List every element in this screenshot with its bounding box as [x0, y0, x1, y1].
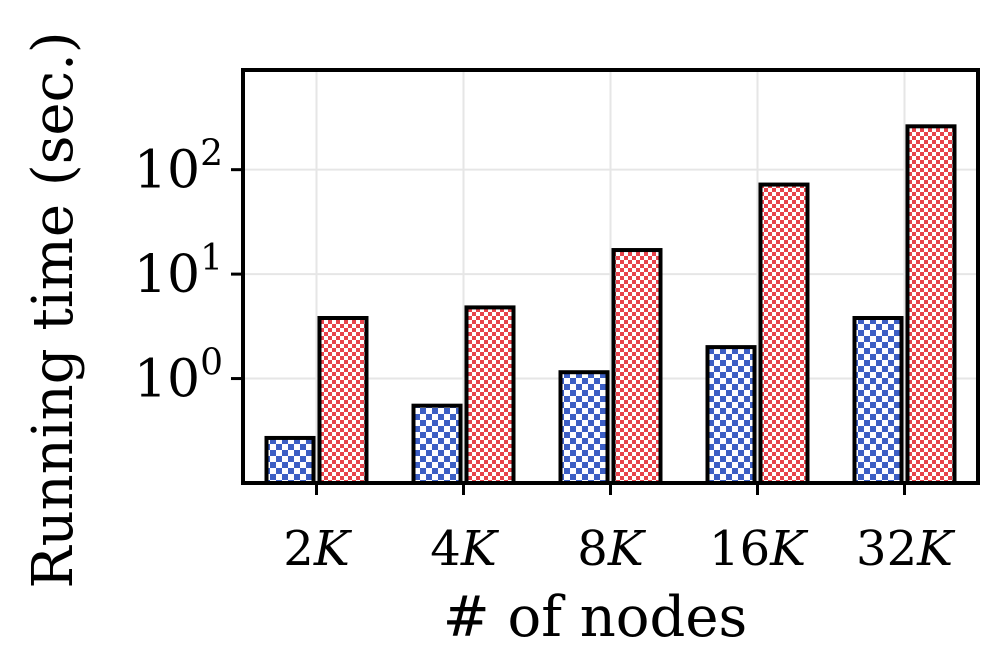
bar-series-1-8K: [558, 370, 610, 485]
y-tick-base: 10: [134, 141, 200, 201]
bar-series-1-32K: [852, 315, 904, 485]
bar-series-2-8K: [611, 248, 663, 485]
x-tick-number: 4: [430, 521, 461, 577]
x-tick-number: 32: [856, 521, 917, 577]
bars: [264, 124, 957, 486]
x-tick-number: 2: [283, 521, 314, 577]
bar-series-2-2K: [317, 315, 369, 485]
bar-series-2-16K: [758, 182, 810, 485]
bar-series-1-4K: [411, 403, 463, 485]
bar-series-1-16K: [705, 345, 757, 485]
y-axis-title: Running time (sec.): [21, 31, 86, 588]
x-tick-number: 8: [577, 521, 608, 577]
y-tick-base: 10: [134, 245, 200, 305]
x-tick-unit: K: [607, 521, 647, 577]
x-ticks: 2K 4K 8K 16K 32K: [283, 483, 956, 577]
x-tick-unit: K: [460, 521, 500, 577]
x-tick-label: 2K: [283, 521, 353, 577]
x-tick-unit: K: [313, 521, 353, 577]
y-tick-label: 100: [134, 343, 223, 410]
x-tick-label: 4K: [430, 521, 500, 577]
x-tick-number: 16: [709, 521, 770, 577]
y-tick-base: 10: [134, 350, 200, 410]
x-tick-label: 32K: [856, 521, 956, 577]
y-tick-exponent: 0: [200, 343, 223, 384]
bar-series-2-4K: [464, 305, 516, 486]
y-tick-exponent: 1: [200, 238, 223, 279]
y-tick-exponent: 2: [200, 134, 223, 175]
y-tick-label: 101: [134, 238, 223, 305]
bar-series-2-32K: [905, 124, 957, 485]
y-tick-label: 102: [134, 134, 223, 201]
x-tick-unit: K: [916, 521, 956, 577]
x-axis-title: # of nodes: [443, 585, 747, 646]
x-tick-label: 8K: [577, 521, 647, 577]
x-tick-label: 16K: [709, 521, 809, 577]
bar-series-1-2K: [264, 435, 316, 486]
x-tick-unit: K: [769, 521, 809, 577]
